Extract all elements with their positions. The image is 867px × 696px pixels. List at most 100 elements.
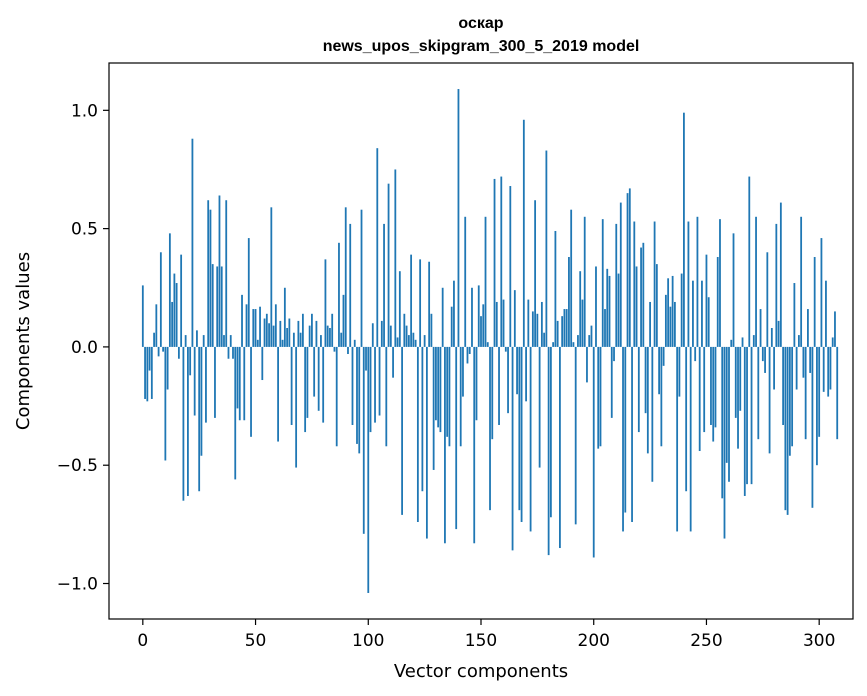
bar [698,346,701,452]
bar [732,233,735,347]
x-tick-label: 200 [578,631,610,651]
bar [430,313,433,347]
bar [653,221,656,347]
bar [518,346,521,511]
bar [649,301,651,347]
bar [462,346,464,397]
bar [367,346,370,593]
bar [583,216,586,347]
bar [581,299,584,347]
bar [802,346,805,378]
bar [777,320,780,347]
bar [737,346,739,449]
bar [721,346,724,499]
bar [324,259,327,347]
bar [256,339,259,347]
bar [378,346,381,416]
bar [369,346,372,433]
bar [466,346,469,364]
bar [779,202,782,347]
bar [728,346,730,482]
bar [570,209,573,347]
bar [182,346,185,501]
bar [315,320,318,347]
bar [218,195,221,347]
bar [730,339,733,347]
bar [380,320,383,347]
bar [595,266,597,347]
bar [423,335,426,347]
bar [196,330,198,347]
bar [527,299,530,347]
bar [412,332,415,347]
bar [692,280,694,347]
bar [299,332,302,347]
y-tick-label: −0.5 [57,456,98,476]
bar [820,238,823,347]
bar [685,346,688,492]
bar [159,252,162,347]
bar [628,188,631,347]
bar [734,346,737,418]
bar [509,186,512,347]
bar [202,335,205,347]
bar [392,346,394,378]
bar [719,219,721,347]
bar [229,335,232,347]
bar [304,346,307,433]
bar [216,266,219,347]
bar [520,346,523,522]
bar [268,323,270,347]
x-tick-label: 250 [690,631,722,651]
bar [250,346,252,437]
bar [642,242,645,347]
bar [482,304,485,347]
bar [678,346,681,397]
bar [791,346,794,447]
bar [365,346,367,371]
y-axis-label: Components values [13,252,34,430]
bar [561,316,564,347]
bar [552,342,555,347]
bar [766,252,769,347]
bar [401,346,403,515]
bar [770,327,773,347]
bar [205,346,207,423]
bar [286,327,289,347]
bar [288,318,291,347]
bar [834,311,836,347]
bar [329,327,331,347]
bar [723,346,726,539]
x-tick-label: 150 [465,631,497,651]
bar [655,264,658,347]
bar [290,346,293,425]
bar [232,346,234,359]
bar [209,209,212,347]
bar [238,346,241,421]
bar [619,202,622,347]
bar [450,306,453,347]
bar [529,346,532,532]
bar [549,346,552,518]
bar [376,148,379,347]
bar [811,346,814,508]
bar [150,346,153,399]
bar [407,335,410,347]
bar [410,254,413,347]
bar [782,346,785,425]
bar [317,346,320,411]
bar [141,285,144,347]
chart-subtitle: news_upos_skipgram_300_5_2019 model [323,38,640,55]
bar [396,337,399,347]
bar [813,257,816,347]
bar [263,318,266,347]
bar [543,332,546,347]
bar [797,335,800,347]
bar [295,346,298,468]
bar [707,297,710,347]
y-tick-label: 1.0 [71,101,98,121]
bar [793,283,796,347]
bar [148,346,151,371]
bar [522,119,525,347]
